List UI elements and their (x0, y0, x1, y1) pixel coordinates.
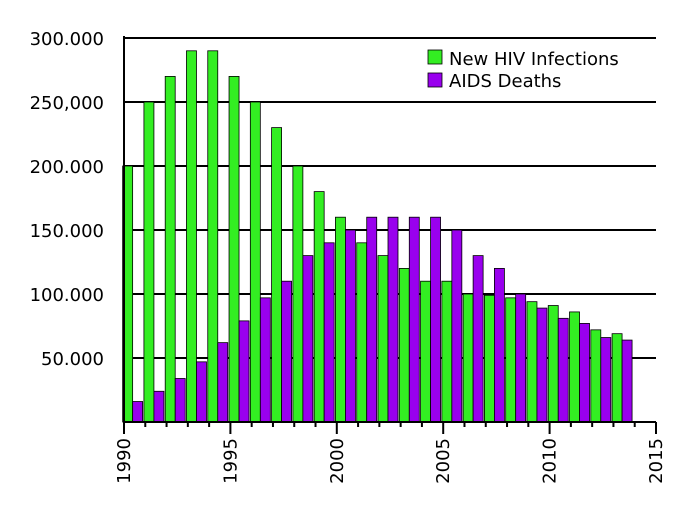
bar-new-hiv-infections (271, 127, 283, 423)
bar-aids-deaths (366, 216, 378, 423)
y-tick-label: 150.000 (30, 221, 104, 242)
bar-new-hiv-infections (313, 191, 325, 423)
bar-new-hiv-infections (335, 216, 346, 423)
bar-aids-deaths (196, 361, 207, 423)
legend: New HIV Infections AIDS Deaths (427, 49, 619, 92)
legend-swatch-new-hiv-infections (427, 49, 443, 65)
tick-labels: 50.000 100.000 150.000 200.000 250,000 300.00… (30, 29, 667, 484)
bar-aids-deaths (323, 242, 335, 423)
x-tick-label: 1995 (220, 438, 241, 484)
bar-new-hiv-infections (292, 165, 304, 423)
bar-aids-deaths (153, 390, 165, 423)
y-tick-label: 50.000 (41, 349, 104, 370)
bar-aids-deaths (621, 339, 633, 423)
bar-aids-deaths (259, 297, 271, 423)
bar-new-hiv-infections (164, 76, 176, 423)
y-tick-label: 250,000 (30, 93, 104, 114)
bar-aids-deaths (217, 342, 229, 423)
legend-label-aids-deaths: AIDS Deaths (449, 71, 561, 92)
bar-new-hiv-infections (186, 50, 197, 423)
bar-aids-deaths (536, 307, 548, 423)
bar-new-hiv-infections (207, 50, 219, 423)
bar-new-hiv-infections (505, 297, 517, 423)
bar-aids-deaths (302, 255, 314, 423)
bar-new-hiv-infections (143, 101, 155, 423)
bar-aids-deaths (430, 216, 441, 423)
bar-new-hiv-infections (356, 242, 368, 423)
legend-swatch-aids-deaths (427, 72, 443, 88)
y-tick-label: 300.000 (30, 29, 104, 50)
bar-new-hiv-infections (228, 76, 240, 423)
x-tick-label: 1990 (114, 438, 135, 484)
bar-aids-deaths (345, 229, 356, 423)
bar-aids-deaths (557, 317, 569, 423)
bar-aids-deaths (451, 229, 463, 423)
bar-new-hiv-infections (377, 255, 389, 423)
bar-aids-deaths (281, 280, 293, 423)
bar-aids-deaths (238, 320, 250, 423)
bar-new-hiv-infections (526, 301, 538, 423)
y-tick-label: 200.000 (30, 157, 104, 178)
bar-new-hiv-infections (611, 333, 623, 423)
y-tick-label: 100.000 (30, 285, 104, 306)
bar-new-hiv-infections (483, 294, 495, 423)
bar-aids-deaths (132, 401, 144, 423)
bars (122, 50, 633, 423)
bar-new-hiv-infections (462, 293, 474, 423)
bar-aids-deaths (600, 337, 612, 423)
x-tick-label: 2015 (646, 438, 667, 484)
x-tick-label: 2005 (433, 438, 454, 484)
bar-aids-deaths (515, 293, 527, 423)
bar-new-hiv-infections (569, 311, 580, 423)
x-tick-label: 2000 (327, 438, 348, 484)
bar-new-hiv-infections (547, 305, 559, 423)
bar-aids-deaths (387, 216, 399, 423)
bar-aids-deaths (493, 267, 505, 423)
bar-new-hiv-infections (398, 267, 410, 423)
axes (123, 36, 657, 434)
bar-aids-deaths (174, 378, 186, 423)
bar-new-hiv-infections (420, 280, 431, 423)
bar-aids-deaths (579, 323, 590, 423)
bar-aids-deaths (408, 216, 420, 423)
bar-new-hiv-infections (590, 329, 602, 423)
bar-new-hiv-infections (441, 280, 453, 423)
bar-new-hiv-infections (249, 101, 261, 423)
legend-label-new-hiv-infections: New HIV Infections (449, 49, 619, 70)
bar-aids-deaths (472, 255, 484, 423)
x-tick-label: 2010 (540, 438, 561, 484)
